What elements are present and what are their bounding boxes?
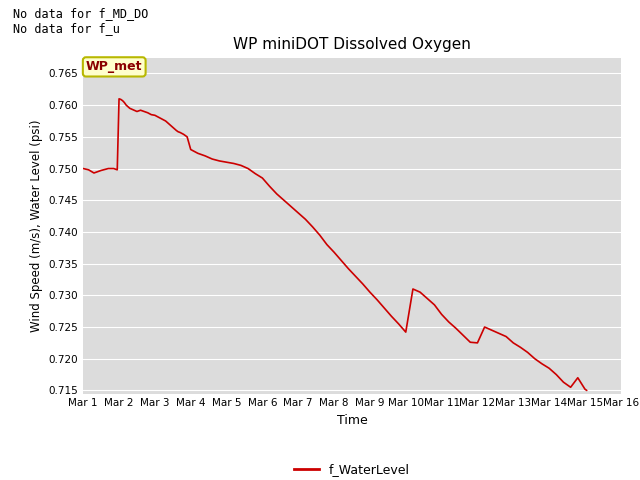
Text: WP_met: WP_met	[86, 60, 143, 73]
Text: No data for f_u: No data for f_u	[13, 22, 120, 35]
X-axis label: Time: Time	[337, 414, 367, 427]
Title: WP miniDOT Dissolved Oxygen: WP miniDOT Dissolved Oxygen	[233, 37, 471, 52]
Y-axis label: Wind Speed (m/s), Water Level (psi): Wind Speed (m/s), Water Level (psi)	[30, 120, 43, 332]
Legend: f_WaterLevel: f_WaterLevel	[289, 458, 415, 480]
Text: No data for f_MD_DO: No data for f_MD_DO	[13, 7, 148, 20]
